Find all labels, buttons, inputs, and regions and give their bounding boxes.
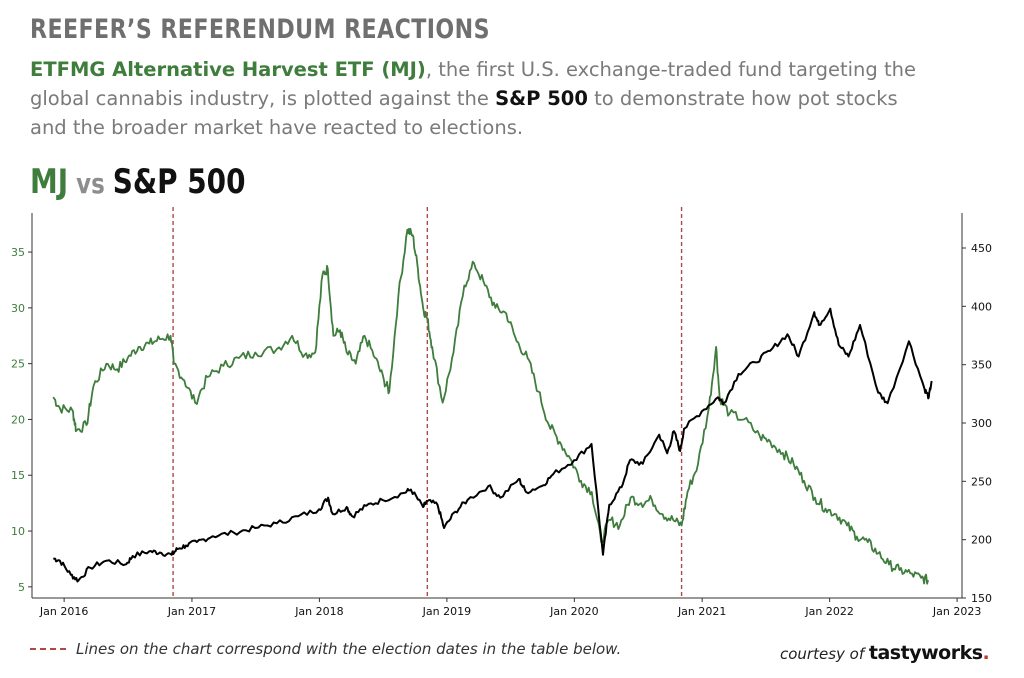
x-tick-label: Jan 2018 [294,605,343,618]
credit-prefix: courtesy of [780,645,869,663]
page-title: REEFER’S REFERENDUM REACTIONS [30,14,490,45]
plot-area: 5 10 15 20 25 30 35 150 200 250 300 350 400 450 Jan 20… [11,207,992,618]
y-right-tick-label: 350 [971,359,992,372]
y-right-tick-label: 250 [971,475,992,488]
y-left-tick-label: 25 [11,358,25,371]
footnote-text: Lines on the chart correspond with the e… [76,640,622,658]
credit-brand-dot: . [982,642,990,664]
y-right-tick-label: 450 [971,242,992,255]
y-left-tick-label: 30 [11,302,25,315]
footnote: Lines on the chart correspond with the e… [30,640,621,658]
x-tick-label: Jan 2021 [677,605,726,618]
election-line-legend-swatch [30,648,66,650]
credit-brand: tastyworks [868,642,983,664]
subtitle-mj-name: ETFMG Alternative Harvest ETF (MJ) [30,58,426,81]
credit: courtesy of tastyworks. [780,642,990,664]
x-tick-label: Jan 2019 [422,605,471,618]
y-right-tick-label: 300 [971,417,992,430]
y-left-tick-label: 20 [11,413,25,426]
y-left-tick-label: 35 [11,246,25,259]
y-left-tick-label: 15 [11,469,25,482]
chart-heading-mj: MJ [30,162,69,202]
chart-heading: MJ vs S&P 500 [30,162,245,202]
page-subtitle: ETFMG Alternative Harvest ETF (MJ), the … [30,55,930,142]
y-left-tick-label: 10 [11,525,25,538]
tastyworks-logo: tastyworks. [868,642,990,664]
chart-heading-sp: S&P 500 [112,162,246,202]
subtitle-text-1: , the first U.S. exchange-traded fund ta… [30,58,916,110]
subtitle-text-2: to demonstrate how pot stocks and the br… [30,87,898,139]
x-tick-label: Jan 2023 [932,605,981,618]
subtitle-sp-name: S&P 500 [495,87,588,110]
x-tick-label: Jan 2022 [804,605,853,618]
x-tick-label: Jan 2020 [549,605,598,618]
chart-heading-vs: vs [68,167,113,200]
y-right-tick-label: 150 [971,592,992,605]
x-tick-label: Jan 2017 [167,605,216,618]
x-tick-label: Jan 2016 [39,605,88,618]
y-left-tick-label: 5 [18,581,25,594]
y-right-tick-label: 400 [971,300,992,313]
sp500-series-line [52,307,933,583]
y-right-tick-label: 200 [971,534,992,547]
mj-vs-sp500-chart: 5 10 15 20 25 30 35 150 200 250 300 350 400 450 Jan 20… [11,207,992,618]
mj-series-line [52,227,929,585]
